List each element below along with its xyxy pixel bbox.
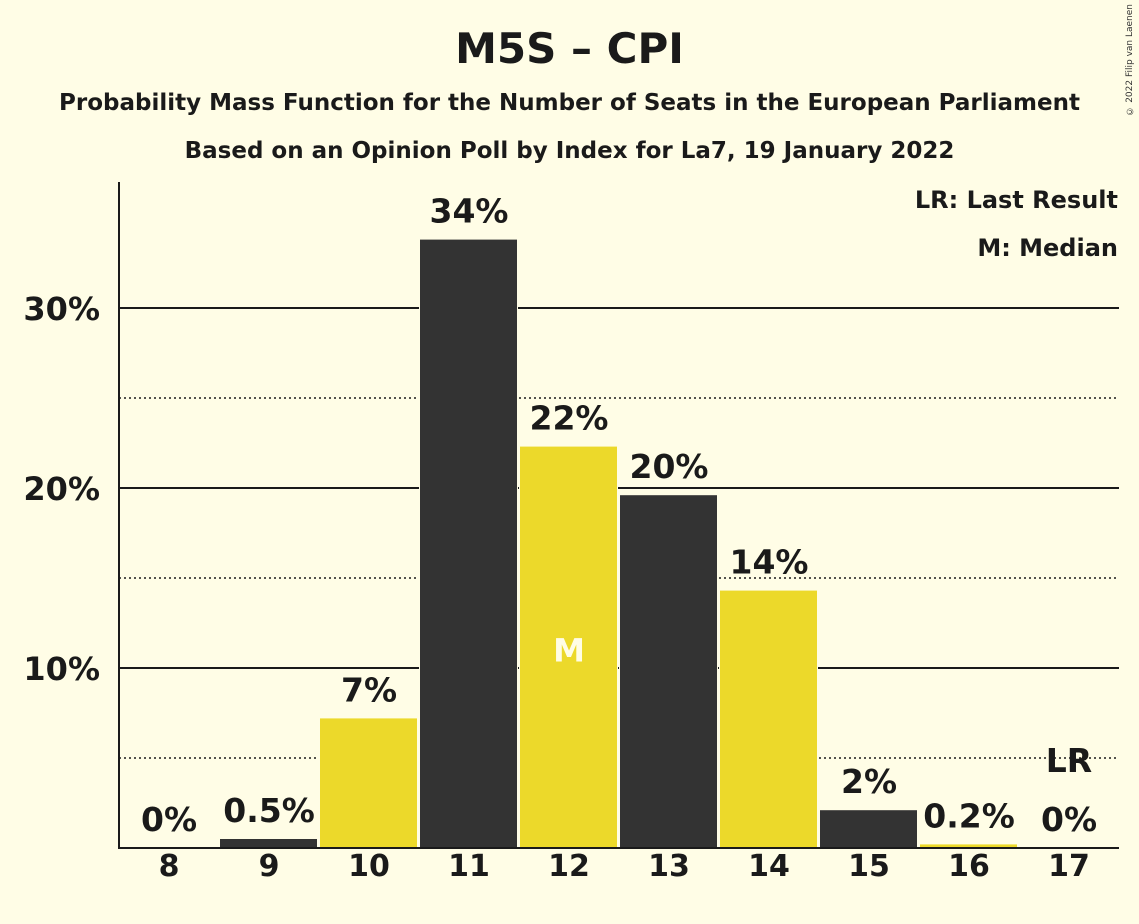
y-tick-label: 10% — [23, 650, 100, 688]
legend-median: M: Median — [977, 234, 1118, 262]
x-tick-label-17: 17 — [1048, 849, 1090, 884]
x-tick-label-9: 9 — [259, 849, 280, 884]
median-marker: M — [553, 631, 585, 669]
data-label-13: 20% — [630, 447, 709, 486]
x-tick-label-12: 12 — [548, 849, 590, 884]
data-label-15: 2% — [841, 762, 897, 801]
x-tick-label-10: 10 — [348, 849, 390, 884]
data-label-12: 22% — [530, 399, 609, 438]
chart-subtitle: Probability Mass Function for the Number… — [59, 90, 1080, 116]
y-tick-label: 20% — [23, 470, 100, 508]
data-label-8: 0% — [141, 800, 197, 839]
bar-seats-10 — [320, 718, 417, 848]
y-tick-label: 30% — [23, 290, 100, 328]
data-label-10: 7% — [341, 670, 397, 709]
legend-last-result: LR: Last Result — [914, 186, 1118, 214]
x-tick-label-16: 16 — [948, 849, 990, 884]
x-tick-label-14: 14 — [748, 849, 790, 884]
data-label-16: 0.2% — [923, 796, 1015, 835]
bar-seats-9 — [220, 839, 317, 848]
x-tick-label-15: 15 — [848, 849, 890, 884]
bar-seats-16 — [920, 844, 1017, 848]
x-tick-label-13: 13 — [648, 849, 690, 884]
bar-seats-13 — [620, 495, 717, 848]
x-tick-label-8: 8 — [159, 849, 180, 884]
bar-seats-14 — [720, 590, 817, 848]
chart-source-line: Based on an Opinion Poll by Index for La… — [184, 138, 955, 164]
x-tick-label-11: 11 — [448, 849, 490, 884]
bar-seats-11 — [420, 239, 517, 849]
data-label-17: 0% — [1041, 800, 1097, 839]
copyright-notice: © 2022 Filip van Laenen — [1125, 4, 1135, 116]
data-label-11: 34% — [430, 192, 509, 231]
data-label-14: 14% — [730, 543, 809, 582]
last-result-marker: LR — [1046, 741, 1092, 780]
bar-seats-15 — [820, 810, 917, 848]
data-label-9: 0.5% — [223, 791, 315, 830]
bar-seats-12 — [520, 446, 617, 848]
chart-title: M5S – CPI — [455, 24, 684, 73]
